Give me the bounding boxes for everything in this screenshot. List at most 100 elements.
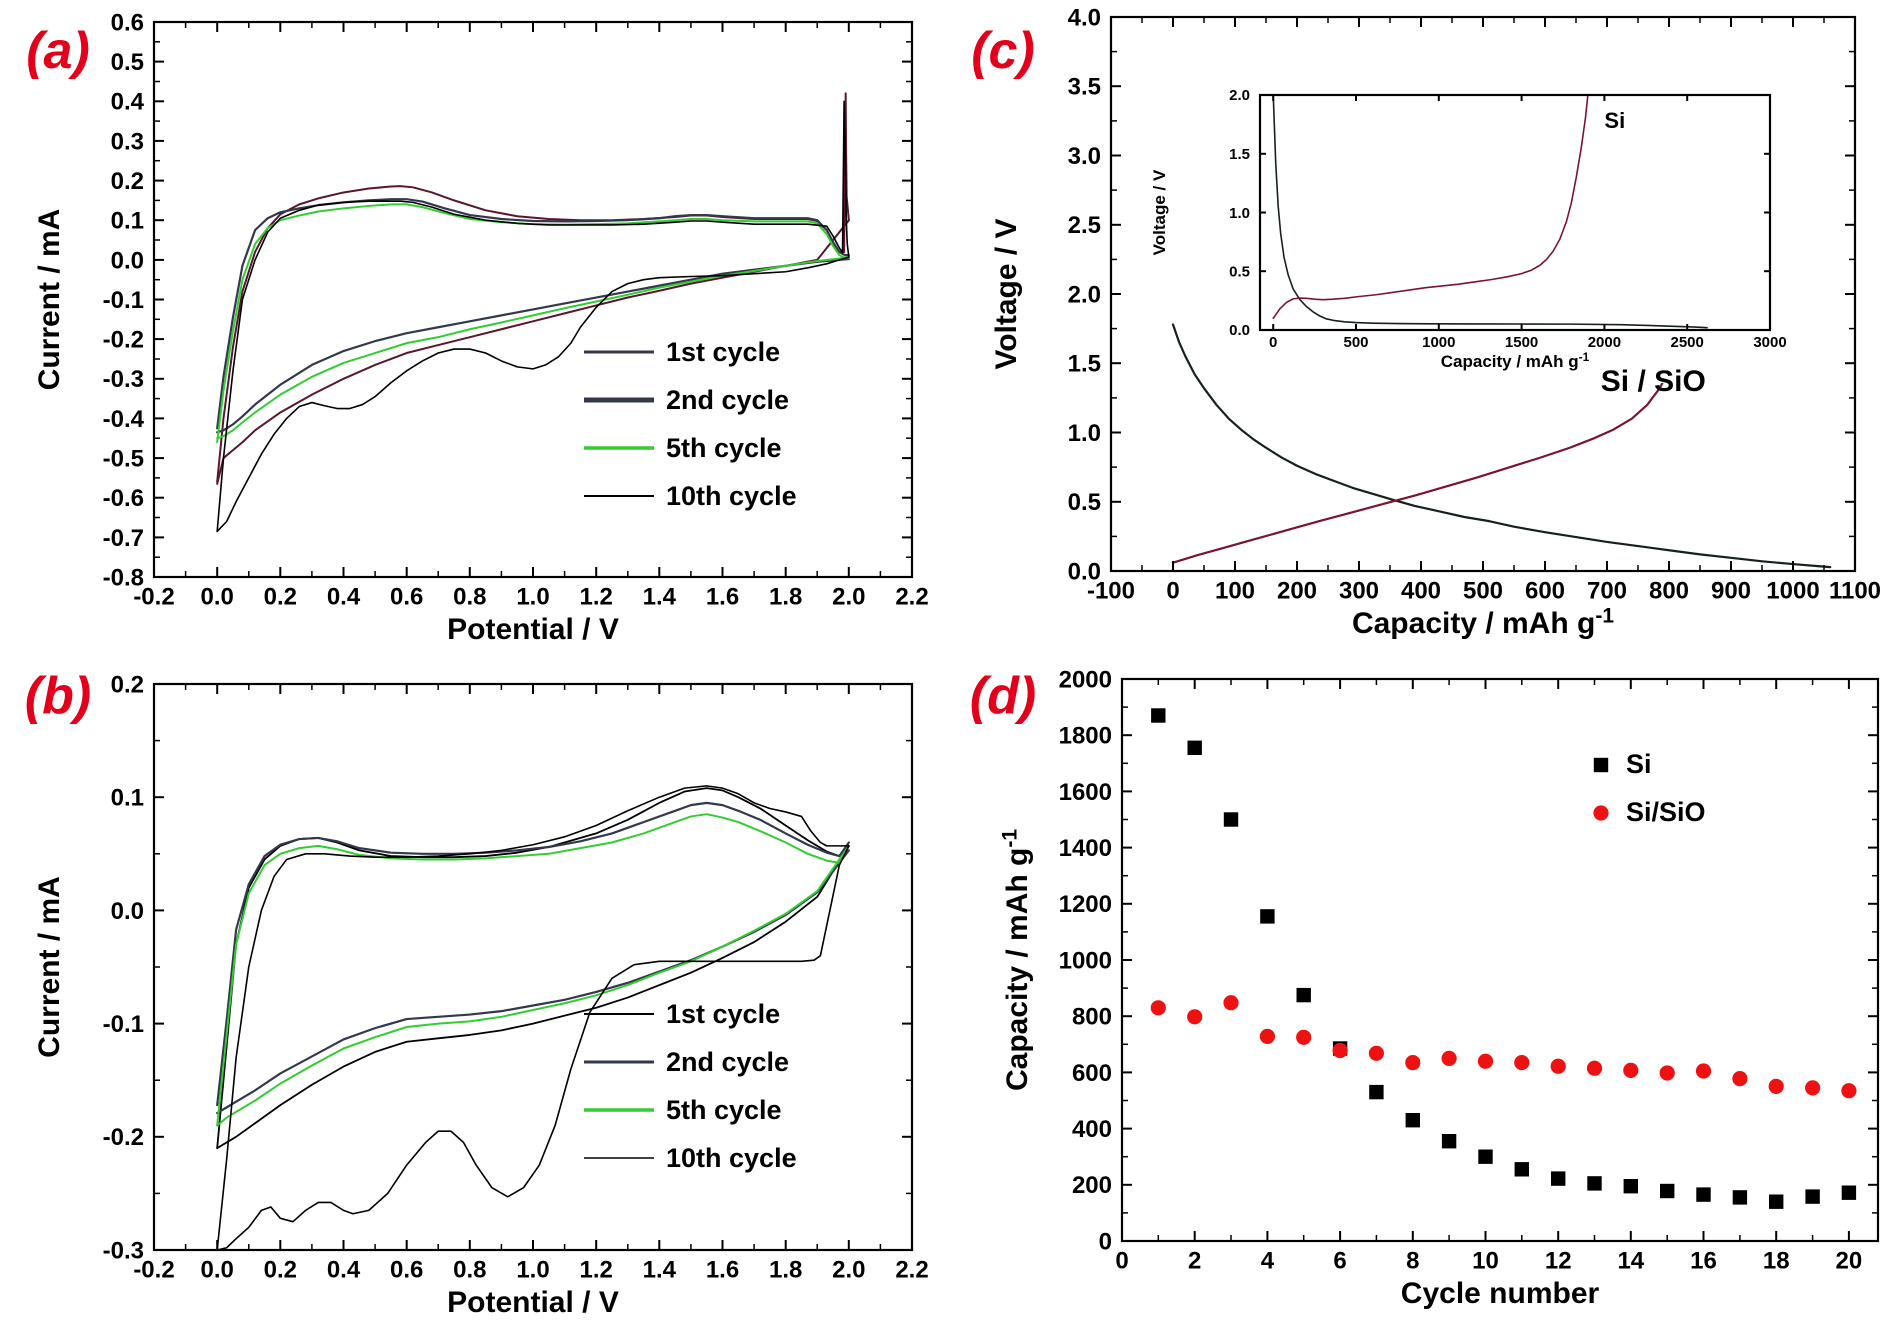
svg-text:1100: 1100	[1829, 578, 1881, 605]
svg-text:Potential / V: Potential / V	[447, 1286, 619, 1319]
svg-text:5th cycle: 5th cycle	[666, 433, 782, 463]
svg-text:-0.3: -0.3	[103, 1237, 144, 1264]
svg-text:2nd cycle: 2nd cycle	[666, 385, 789, 415]
svg-text:0.8: 0.8	[453, 584, 486, 611]
svg-text:Si: Si	[1626, 749, 1652, 779]
svg-text:0.2: 0.2	[111, 168, 144, 195]
svg-text:2.5: 2.5	[1068, 212, 1101, 239]
svg-text:1.0: 1.0	[516, 584, 549, 611]
svg-text:Potential / V: Potential / V	[447, 613, 619, 646]
svg-text:600: 600	[1525, 578, 1565, 605]
svg-text:4: 4	[1261, 1248, 1275, 1275]
svg-text:0.0: 0.0	[1068, 558, 1101, 585]
svg-text:2.0: 2.0	[1229, 87, 1250, 104]
svg-text:(b): (b)	[25, 667, 91, 725]
svg-text:2nd cycle: 2nd cycle	[666, 1047, 789, 1077]
svg-text:200: 200	[1072, 1172, 1112, 1199]
svg-text:Capacity / mAh g-1: Capacity / mAh g-1	[1441, 350, 1590, 371]
svg-text:2.0: 2.0	[832, 584, 865, 611]
svg-text:800: 800	[1072, 1004, 1112, 1031]
svg-text:1.4: 1.4	[643, 1257, 677, 1284]
svg-text:0.6: 0.6	[111, 9, 144, 36]
svg-text:Voltage / V: Voltage / V	[1150, 169, 1169, 255]
svg-text:2.2: 2.2	[895, 584, 928, 611]
svg-text:0.3: 0.3	[111, 128, 144, 155]
svg-text:0.0: 0.0	[201, 1257, 234, 1284]
svg-text:-0.2: -0.2	[103, 327, 144, 354]
svg-text:3.5: 3.5	[1068, 74, 1101, 101]
svg-text:0.5: 0.5	[111, 49, 144, 76]
svg-text:-0.4: -0.4	[103, 406, 145, 433]
svg-text:1st cycle: 1st cycle	[666, 999, 780, 1029]
svg-text:0.4: 0.4	[327, 584, 361, 611]
svg-text:1500: 1500	[1505, 334, 1538, 351]
svg-text:1.0: 1.0	[516, 1257, 549, 1284]
svg-text:1.8: 1.8	[769, 1257, 802, 1284]
svg-text:14: 14	[1617, 1248, 1644, 1275]
svg-text:Si/SiO: Si/SiO	[1626, 797, 1706, 827]
svg-text:1000: 1000	[1766, 578, 1819, 605]
svg-text:2.0: 2.0	[832, 1257, 865, 1284]
svg-text:2.0: 2.0	[1068, 281, 1101, 308]
svg-text:0.0: 0.0	[111, 898, 144, 925]
svg-text:1400: 1400	[1059, 835, 1112, 862]
svg-text:2000: 2000	[1059, 666, 1112, 693]
svg-text:16: 16	[1690, 1248, 1717, 1275]
svg-text:0: 0	[1115, 1248, 1128, 1275]
svg-text:600: 600	[1072, 1060, 1112, 1087]
svg-text:12: 12	[1545, 1248, 1572, 1275]
svg-text:0.0: 0.0	[111, 247, 144, 274]
svg-text:2000: 2000	[1588, 334, 1621, 351]
svg-text:2500: 2500	[1671, 334, 1704, 351]
svg-text:2: 2	[1188, 1248, 1201, 1275]
svg-text:0.4: 0.4	[327, 1257, 361, 1284]
svg-text:-0.7: -0.7	[103, 525, 144, 552]
svg-text:0: 0	[1099, 1228, 1112, 1255]
svg-text:-0.8: -0.8	[103, 564, 144, 591]
svg-text:1st cycle: 1st cycle	[666, 337, 780, 367]
svg-text:1.0: 1.0	[1068, 420, 1101, 447]
svg-text:0.5: 0.5	[1229, 264, 1250, 281]
svg-text:1.6: 1.6	[706, 1257, 739, 1284]
svg-text:1000: 1000	[1422, 334, 1455, 351]
svg-text:Capacity / mAh g-1: Capacity / mAh g-1	[999, 829, 1035, 1091]
svg-text:3000: 3000	[1753, 334, 1786, 351]
svg-text:0.1: 0.1	[111, 785, 144, 812]
svg-text:0.0: 0.0	[201, 584, 234, 611]
svg-text:3.0: 3.0	[1068, 143, 1101, 170]
svg-text:1200: 1200	[1059, 891, 1112, 918]
svg-text:400: 400	[1401, 578, 1441, 605]
svg-text:(c): (c)	[971, 22, 1035, 80]
svg-text:1.0: 1.0	[1229, 205, 1250, 222]
svg-text:1000: 1000	[1059, 947, 1112, 974]
svg-text:(d): (d)	[970, 667, 1036, 725]
svg-text:1800: 1800	[1059, 723, 1112, 750]
svg-text:10: 10	[1472, 1248, 1499, 1275]
svg-text:400: 400	[1072, 1116, 1112, 1143]
svg-text:Si / SiO: Si / SiO	[1601, 365, 1706, 398]
svg-text:Current / mA: Current / mA	[33, 209, 66, 391]
svg-text:0: 0	[1166, 578, 1179, 605]
svg-text:0.6: 0.6	[390, 1257, 423, 1284]
svg-text:Si: Si	[1604, 108, 1625, 133]
svg-text:1.8: 1.8	[769, 584, 802, 611]
svg-text:1.5: 1.5	[1068, 351, 1101, 378]
svg-text:900: 900	[1711, 578, 1751, 605]
svg-text:-0.3: -0.3	[103, 366, 144, 393]
svg-text:500: 500	[1463, 578, 1503, 605]
svg-text:1600: 1600	[1059, 779, 1112, 806]
svg-text:0.0: 0.0	[1229, 322, 1250, 339]
svg-text:1.4: 1.4	[643, 584, 677, 611]
svg-text:6: 6	[1333, 1248, 1346, 1275]
svg-text:500: 500	[1343, 334, 1368, 351]
svg-text:300: 300	[1339, 578, 1379, 605]
svg-text:800: 800	[1649, 578, 1689, 605]
svg-text:100: 100	[1215, 578, 1255, 605]
svg-text:Cycle number: Cycle number	[1401, 1277, 1600, 1310]
svg-text:-0.6: -0.6	[103, 485, 144, 512]
svg-text:0.4: 0.4	[111, 89, 145, 116]
svg-text:Current / mA: Current / mA	[33, 876, 66, 1058]
svg-text:1.6: 1.6	[706, 584, 739, 611]
svg-text:5th cycle: 5th cycle	[666, 1095, 782, 1125]
svg-text:1.2: 1.2	[580, 584, 613, 611]
